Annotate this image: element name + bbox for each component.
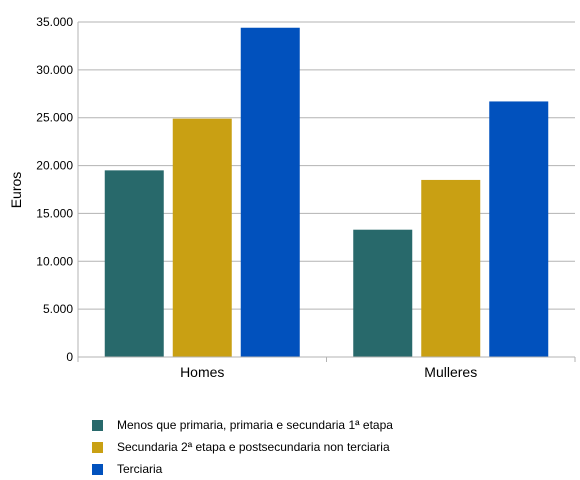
axes: 0 5.000 10.000 15.000 20.000 25.000 30.000 35.0… — [36, 15, 576, 380]
legend-swatch — [92, 463, 103, 475]
legend-label: Menos que primaria, primaria e secundari… — [117, 418, 393, 432]
bar — [240, 27, 300, 357]
y-tick-label: 25.000 — [36, 111, 73, 125]
y-tick-label: 10.000 — [36, 254, 73, 268]
y-tick-label: 20.000 — [36, 159, 73, 173]
y-axis-title: Euros — [8, 172, 24, 209]
x-tick-label: Homes — [180, 364, 224, 380]
legend-item: Secundaria 2ª etapa e postsecundaria non… — [92, 436, 393, 458]
y-tick-label: 30.000 — [36, 63, 73, 77]
legend-swatch — [92, 441, 103, 453]
legend-label: Secundaria 2ª etapa e postsecundaria non… — [117, 440, 390, 454]
legend-item: Terciaria — [92, 458, 393, 480]
bar — [172, 118, 232, 358]
legend: Menos que primaria, primaria e secundari… — [92, 414, 393, 480]
legend-swatch — [92, 419, 103, 431]
bars — [104, 27, 549, 358]
y-tick-label: 15.000 — [36, 206, 73, 220]
bar — [489, 101, 549, 357]
bar — [353, 229, 413, 357]
y-tick-label: 0 — [66, 350, 73, 364]
y-tick-label: 35.000 — [36, 15, 73, 29]
bar-chart: 0 5.000 10.000 15.000 20.000 25.000 30.000 35.0… — [8, 15, 576, 380]
x-tick-label: Mulleres — [424, 364, 477, 380]
legend-label: Terciaria — [117, 462, 163, 476]
legend-item: Menos que primaria, primaria e secundari… — [92, 414, 393, 436]
y-tick-label: 5.000 — [43, 302, 73, 316]
bar — [421, 179, 481, 357]
bar — [104, 170, 164, 357]
